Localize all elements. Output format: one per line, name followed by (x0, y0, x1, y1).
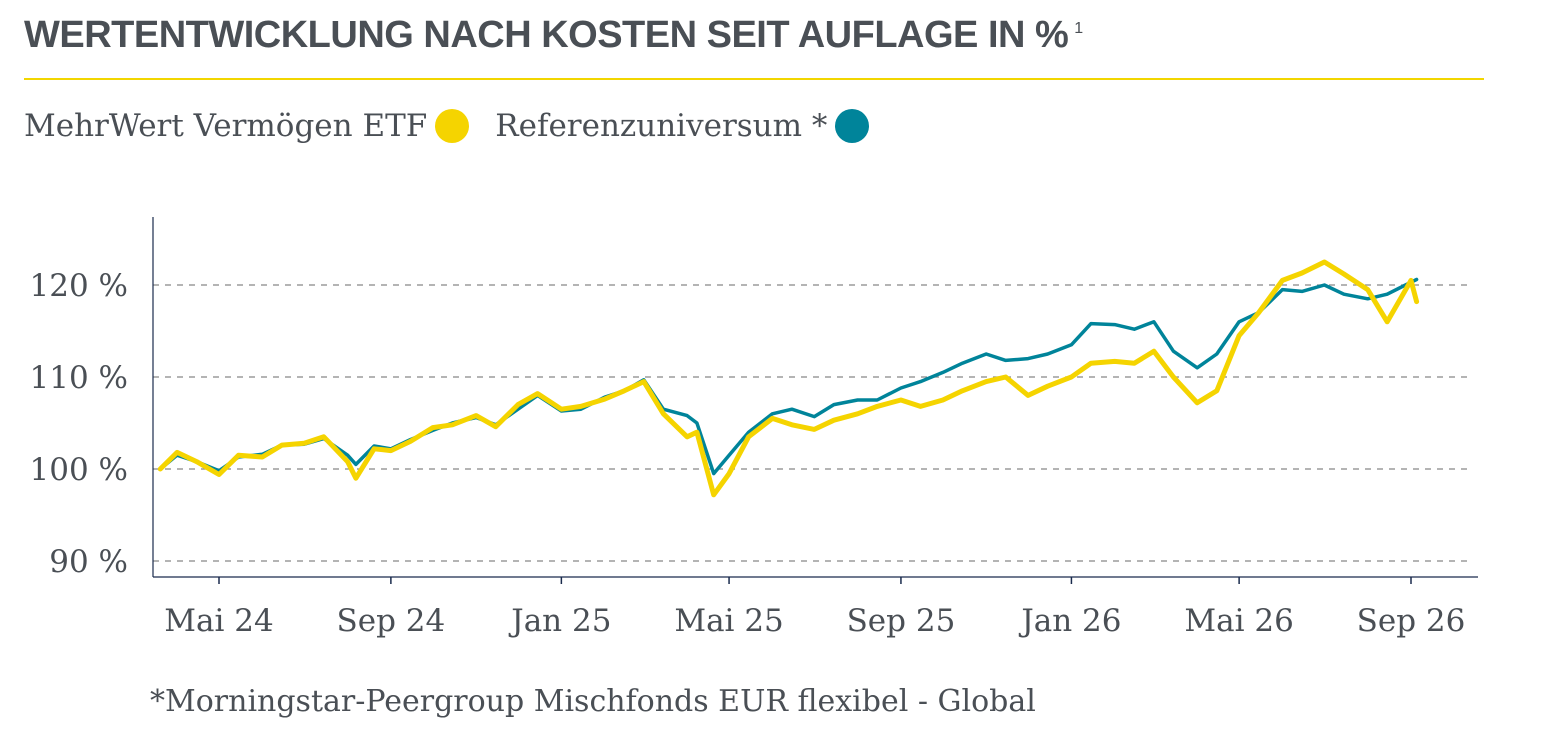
series-lines (157, 259, 1420, 498)
x-tick-label: Jan 25 (508, 603, 611, 639)
legend-swatch-reference (835, 109, 870, 143)
legend: MehrWert Vermögen ETF Referenzuniversum … (24, 108, 895, 144)
title-footnote-marker: 1 (1074, 20, 1083, 38)
footnote: *Morningstar-Peergroup Mischfonds EUR fl… (150, 684, 1036, 719)
x-tick-label: Sep 24 (337, 603, 446, 639)
x-tick-labels: Mai 24 Sep 24 Jan 25 Mai 25 Sep 25 Jan 26 Mai … (164, 603, 1465, 639)
title-rule (24, 78, 1484, 80)
x-tick-label: Mai 25 (674, 603, 783, 639)
axes (152, 217, 1478, 584)
x-tick-label: Mai 24 (164, 603, 273, 639)
y-tick-label: 100 % (30, 452, 128, 488)
legend-label-etf: MehrWert Vermögen ETF (24, 108, 428, 144)
y-tick-labels: 90 % 100 % 110 % 120 % (30, 268, 128, 580)
x-tick-label: Sep 26 (1357, 603, 1466, 639)
legend-swatch-etf (435, 109, 470, 143)
title-text: WERTENTWICKLUNG NACH KOSTEN SEIT AUFLAGE… (24, 14, 1069, 56)
x-tick-label: Mai 26 (1184, 603, 1293, 639)
y-tick-label: 120 % (30, 268, 128, 304)
series-line-etf (157, 259, 1420, 498)
y-tick-label: 90 % (49, 544, 128, 580)
legend-label-reference: Referenzuniversum * (495, 108, 828, 144)
legend-item-etf: MehrWert Vermögen ETF (24, 108, 470, 144)
y-tick-label: 110 % (30, 360, 128, 396)
series-line-reference (158, 277, 1419, 476)
x-tick-label: Sep 25 (847, 603, 956, 639)
x-tick-label: Jan 26 (1018, 603, 1121, 639)
grid-lines (153, 284, 1468, 562)
page-title: WERTENTWICKLUNG NACH KOSTEN SEIT AUFLAGE… (24, 14, 1083, 57)
legend-item-reference: Referenzuniversum * (495, 108, 870, 144)
